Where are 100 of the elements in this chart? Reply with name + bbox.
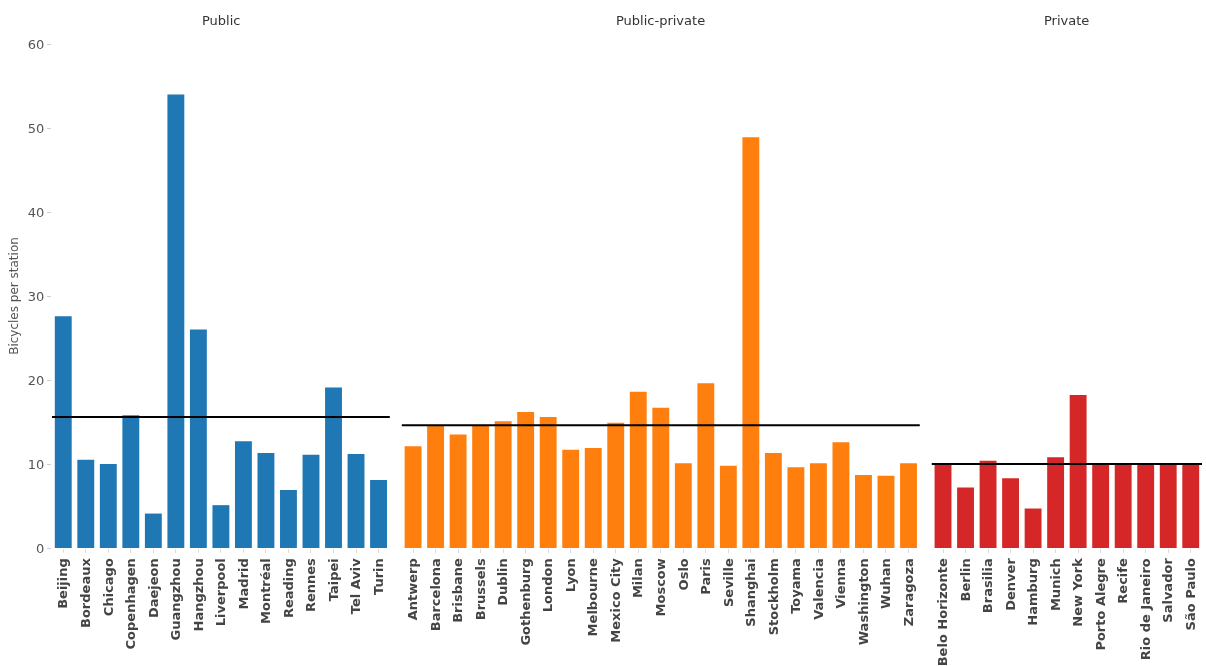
x-tick-label: Recife	[1115, 558, 1131, 604]
x-tick-label: Denver	[1002, 557, 1018, 611]
bar	[54, 316, 72, 548]
bar	[280, 490, 297, 548]
bar	[1092, 464, 1110, 548]
bar	[1047, 457, 1065, 548]
x-tick-label: Madrid	[235, 558, 251, 610]
x-tick-label: Brasilia	[980, 558, 996, 614]
bar	[472, 425, 490, 548]
x-tick-label: Rennes	[303, 557, 319, 613]
x-tick-label: Shanghai	[743, 558, 759, 627]
x-tick-label: Liverpool	[213, 558, 229, 627]
chart-title: Private	[1044, 13, 1090, 28]
y-tick-label: 10	[27, 456, 45, 472]
x-tick-label: Montréal	[258, 558, 274, 624]
x-tick-label: Rio de Janeiro	[1137, 558, 1153, 661]
y-tick-label: 30	[27, 288, 45, 304]
bar	[652, 407, 670, 548]
bar	[629, 391, 647, 548]
x-tick-label: Berlin	[957, 558, 973, 602]
x-tick-label: Hamburg	[1025, 558, 1041, 626]
x-tick-label: Bordeaux	[78, 557, 93, 628]
bar	[855, 474, 872, 548]
y-tick-label: 50	[27, 120, 45, 136]
x-tick-label: Gothenburg	[517, 558, 533, 646]
bar	[697, 383, 715, 548]
x-tick-label: Milan	[630, 558, 646, 599]
x-tick-label: Antwerp	[405, 558, 421, 621]
x-tick-label: Lyon	[562, 558, 578, 593]
bar	[302, 454, 320, 548]
x-tick-label: Oslo	[675, 558, 691, 591]
bar	[347, 453, 365, 548]
bar	[212, 505, 230, 548]
x-tick-label: Moscow	[653, 558, 669, 617]
x-tick-label: Turin	[370, 558, 386, 596]
bar	[607, 422, 625, 548]
x-tick-label: Tel Aviv	[348, 557, 364, 615]
x-tick-label: Salvador	[1160, 557, 1176, 623]
x-tick-label: Valencia	[810, 558, 826, 620]
chart-title: Public-private	[616, 13, 706, 28]
x-tick-label: Hangzhou	[190, 558, 206, 632]
x-tick-label: Stockholm	[765, 558, 781, 636]
bar	[764, 453, 782, 548]
bar	[1002, 478, 1020, 548]
y-tick-label: 20	[27, 372, 45, 388]
x-tick-label: Munich	[1047, 558, 1063, 612]
x-tick-label: Toyama	[788, 558, 804, 614]
bar	[234, 441, 252, 548]
bar	[900, 463, 917, 548]
bar	[1182, 464, 1200, 548]
x-tick-label: Zaragoza	[900, 558, 916, 627]
x-tick-label: Paris	[698, 557, 714, 595]
x-tick-label: Mexico City	[607, 557, 623, 643]
bar	[539, 416, 557, 548]
x-tick-label: Daejeon	[145, 558, 161, 619]
x-tick-label: São Paulo	[1182, 558, 1198, 631]
bar	[404, 446, 422, 548]
bar	[144, 513, 162, 548]
bar	[1024, 508, 1042, 548]
bar	[584, 448, 602, 548]
bar	[877, 475, 895, 548]
x-tick-label: Porto Alegre	[1092, 558, 1108, 651]
bar	[325, 387, 342, 548]
x-tick-label: Dublin	[495, 558, 511, 606]
bar	[189, 329, 207, 548]
bar	[1159, 464, 1177, 548]
bar	[494, 421, 512, 548]
chart-title: Public	[202, 13, 241, 28]
y-tick-label: 60	[27, 36, 45, 52]
x-tick-label: Copenhagen	[123, 558, 139, 650]
x-tick-label: Chicago	[100, 558, 116, 617]
x-tick-label: Brisbane	[450, 558, 466, 623]
bar	[957, 487, 974, 548]
x-tick-label: Barcelona	[427, 558, 443, 632]
x-tick-label: Vienna	[833, 558, 849, 609]
x-tick-label: Belo Horizonte	[935, 558, 951, 666]
y-axis-title: Bicycles per station	[7, 237, 22, 355]
x-tick-label: Wuhan	[878, 558, 894, 610]
bar	[1137, 464, 1155, 548]
x-tick-label: Seville	[720, 558, 736, 608]
bar	[1069, 395, 1087, 548]
bar	[742, 137, 760, 548]
bar	[832, 442, 850, 548]
bar	[257, 453, 275, 548]
bar	[809, 463, 827, 548]
bar	[934, 464, 952, 548]
x-tick-label: New York	[1070, 557, 1086, 627]
y-tick-label: 40	[27, 204, 45, 220]
bar	[370, 479, 387, 548]
x-tick-label: London	[540, 558, 556, 613]
bar	[719, 465, 737, 548]
bar	[167, 94, 185, 548]
bar	[122, 415, 140, 548]
y-tick-label: 0	[36, 540, 45, 556]
bar	[1114, 464, 1132, 548]
bar	[77, 459, 95, 548]
bar	[979, 460, 997, 548]
x-tick-label: Washington	[855, 558, 871, 646]
bar	[449, 434, 467, 548]
x-tick-label: Melbourne	[585, 558, 601, 637]
